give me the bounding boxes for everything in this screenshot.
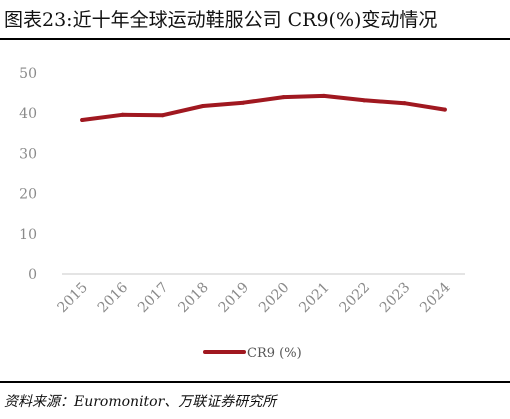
data-point <box>442 107 447 112</box>
x-tick-label: 2019 <box>216 280 253 317</box>
data-point <box>281 95 286 100</box>
chart-title: 图表23:近十年全球运动鞋服公司 CR9(%)变动情况 <box>4 9 438 31</box>
line-chart: 0 10 20 30 40 50 2015 2016 2017 2018 2019 2020 2021… <box>19 66 465 361</box>
x-tick-label: 2024 <box>417 279 454 316</box>
data-point <box>402 101 407 106</box>
data-point <box>201 103 206 108</box>
y-tick-label: 0 <box>28 267 37 283</box>
legend: CR9 (%) <box>203 346 302 361</box>
x-tick-label: 2016 <box>95 279 132 316</box>
title-rule <box>0 38 510 40</box>
legend-label: CR9 (%) <box>247 346 302 361</box>
data-point <box>80 118 85 123</box>
source-rule <box>0 381 510 383</box>
y-tick-label: 20 <box>19 187 37 203</box>
x-tick-label: 2018 <box>175 280 212 317</box>
x-tick-label: 2020 <box>256 280 293 317</box>
data-point <box>241 100 246 105</box>
data-point <box>160 113 165 118</box>
data-point <box>321 93 326 98</box>
x-tick-label: 2015 <box>54 280 91 317</box>
y-tick-label: 40 <box>19 106 37 122</box>
x-tick-label: 2021 <box>296 280 333 317</box>
x-tick-label: 2017 <box>135 280 172 317</box>
x-axis-ticks: 2015 2016 2017 2018 2019 2020 2021 2022 2023 2024 <box>54 279 453 316</box>
data-point <box>362 98 367 103</box>
x-tick-label: 2023 <box>377 280 414 317</box>
source-note: 资料来源：Euromonitor、万联证券研究所 <box>4 394 277 410</box>
y-tick-label: 30 <box>19 146 37 162</box>
y-axis-ticks: 0 10 20 30 40 50 <box>19 66 37 283</box>
series-group <box>80 93 447 123</box>
y-tick-label: 10 <box>19 227 37 243</box>
series-line <box>80 93 447 122</box>
x-tick-label: 2022 <box>337 280 374 317</box>
y-tick-label: 50 <box>19 66 37 82</box>
data-point <box>120 112 125 117</box>
